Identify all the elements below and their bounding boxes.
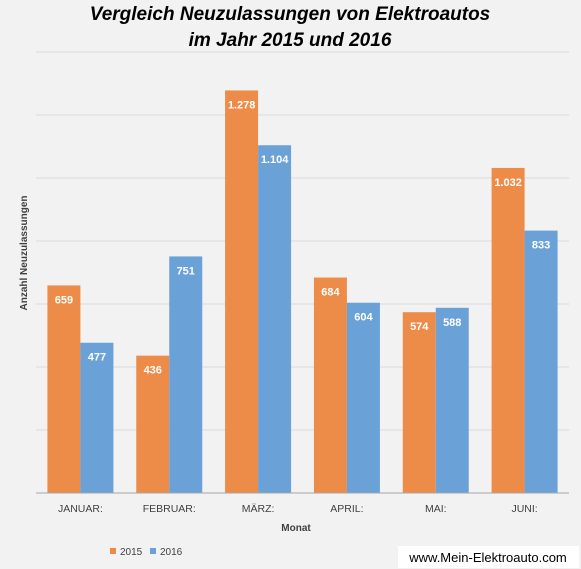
data-label-2015-1: 659 (55, 294, 73, 306)
bar-2016-4 (346, 302, 380, 493)
legend: 2015 2016 (110, 547, 183, 558)
data-label-2015-4: 684 (321, 287, 340, 299)
bar-2016-5 (435, 307, 469, 493)
legend-swatch-2016 (150, 548, 156, 554)
data-label-2016-4: 604 (354, 312, 373, 324)
bar-2015-4 (313, 277, 347, 493)
bar-2015-3 (225, 90, 259, 494)
data-label-2015-3: 1.278 (228, 99, 256, 111)
x-tick-label: FEBRUAR: (143, 503, 196, 515)
bar-2016-6 (524, 230, 558, 494)
x-tick-labels: JANUAR: FEBRUAR: MÄRZ: APRIL: MAI: JUNI: (58, 503, 538, 515)
x-axis-title: Monat (281, 523, 311, 534)
x-tick-label: JANUAR: (58, 503, 103, 515)
bar-2016-1 (80, 342, 114, 493)
legend-label-2015: 2015 (120, 547, 143, 558)
gridlines (36, 51, 569, 431)
watermark-background (398, 546, 579, 568)
bar-2016-2 (169, 256, 203, 493)
data-label-2015-2: 436 (144, 365, 162, 377)
bar-2015-6 (491, 167, 525, 494)
data-label-2016-5: 588 (443, 317, 461, 329)
bar-2015-5 (402, 312, 436, 493)
data-label-2015-5: 574 (410, 321, 429, 333)
bar-2015-2 (136, 355, 170, 493)
legend-swatch-2015 (110, 548, 116, 554)
bar-2015-1 (47, 285, 81, 493)
legend-label-2016: 2016 (160, 547, 183, 558)
data-label-2016-2: 751 (177, 265, 195, 277)
x-tick-label: MÄRZ: (242, 503, 275, 515)
x-tick-label: APRIL: (330, 503, 363, 515)
data-label-2016-3: 1.104 (261, 154, 289, 166)
bar-2016-3 (258, 145, 292, 494)
x-tick-label: MAI: (425, 503, 447, 515)
chart-title-line-2: im Jahr 2015 und 2016 (189, 30, 392, 51)
bar-labels: 659 477 436 751 1.278 1.104 684 604 574 588 1.032 8… (55, 99, 551, 376)
watermark-text: www.Mein-Elektroauto.com (408, 550, 567, 565)
data-label-2016-6: 833 (532, 240, 550, 252)
data-label-2016-1: 477 (88, 352, 106, 364)
data-label-2015-6: 1.032 (494, 177, 522, 189)
chart-title-line-1: Vergleich Neuzulassungen von Elektroauto… (90, 4, 491, 25)
x-tick-label: JUNI: (511, 503, 537, 515)
y-axis-title: Anzahl Neuzulassungen (19, 195, 30, 310)
bars (47, 90, 558, 494)
